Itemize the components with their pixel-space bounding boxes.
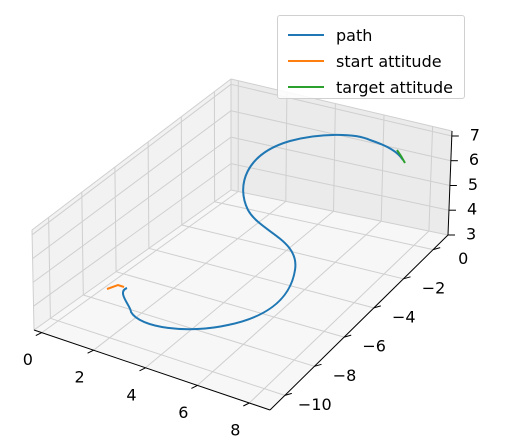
grid-y-wall-4 (81, 192, 84, 296)
tick-labels: 0 2 4 6 8 0 −2 −4 −6 −8−10 3 4 5 6 7 (23, 126, 480, 440)
tick-label-z-2: 5 (468, 175, 478, 194)
grid-z-back-0 (230, 189, 449, 236)
grid-y-wall-3 (114, 167, 117, 272)
grid-y-floor-2 (148, 247, 374, 309)
tick-x-4 (243, 402, 250, 407)
tick-label-y-5: −10 (298, 395, 332, 414)
axis-y-line (269, 234, 449, 411)
grid-z-back-1 (230, 163, 450, 211)
grid-z-left-1 (33, 163, 232, 307)
tick-label-y-1: −2 (422, 278, 446, 297)
grid-z-left-2 (32, 136, 232, 283)
grid-y-floor-0 (214, 201, 434, 251)
pane-edge-top-back (230, 78, 453, 132)
pane-floor (34, 190, 448, 410)
axis-lines (33, 130, 453, 411)
tick-x-2 (139, 367, 146, 372)
tick-marks (35, 135, 459, 407)
grid-z-left-3 (32, 110, 232, 260)
tick-y-2 (373, 305, 381, 309)
tick-label-y-4: −8 (333, 366, 357, 385)
pane-edge-top-left (31, 78, 232, 231)
tick-label-x-0: 0 (23, 350, 33, 369)
legend-label-path: path (336, 25, 373, 45)
legend-swatch-start-attitude (288, 60, 324, 62)
grid-y-floor-3 (115, 271, 345, 338)
grid-x-floor-2 (145, 210, 334, 369)
grid-x-back-2 (333, 103, 336, 212)
legend: path start attitude target attitude (277, 15, 465, 99)
tick-y-5 (284, 392, 292, 396)
grid-y-floor-5 (50, 317, 285, 396)
tick-x-3 (191, 384, 198, 389)
grid-x-floor-1 (93, 201, 287, 351)
grid-x-back-4 (428, 126, 434, 232)
tick-label-y-0: 0 (458, 249, 468, 268)
tick-x-1 (87, 349, 94, 354)
legend-label-start-attitude: start attitude (336, 51, 442, 71)
grid-y-floor-4 (83, 294, 315, 367)
tick-label-z-3: 6 (469, 150, 479, 169)
grid-z-left-4 (31, 83, 232, 236)
grid-x-back-1 (285, 92, 288, 202)
series-target-attitude-line (396, 149, 406, 164)
tick-x-0 (35, 332, 43, 337)
grid-x-floor-4 (248, 230, 430, 404)
tick-label-z-4: 7 (470, 126, 480, 145)
grid-x-floor-3 (197, 220, 382, 386)
legend-swatch-path (288, 34, 324, 36)
axis-x-line (33, 329, 271, 411)
legend-item-path: path (288, 25, 372, 45)
tick-label-z-0: 3 (466, 225, 476, 244)
tick-label-z-1: 4 (467, 200, 477, 219)
tick-label-x-3: 6 (178, 403, 188, 422)
legend-item-start-attitude: start attitude (288, 51, 442, 71)
axis-z-line (447, 130, 453, 236)
series-path-line (121, 133, 404, 331)
series-start-attitude-line (106, 283, 125, 290)
grid-z-left-0 (33, 189, 232, 331)
tick-y-3 (344, 334, 352, 338)
tick-y-1 (403, 276, 411, 280)
pane-edge-left (31, 229, 35, 331)
legend-swatch-target-attitude (288, 86, 324, 88)
grid-z-back-2 (230, 136, 451, 186)
grid-x-floor-0 (41, 191, 239, 334)
tick-label-y-2: −4 (392, 307, 416, 326)
tick-label-x-1: 2 (75, 368, 85, 387)
grid-z-back-4 (230, 83, 452, 137)
legend-label-target-attitude: target attitude (336, 77, 453, 97)
tick-label-x-2: 4 (126, 385, 136, 404)
tick-label-x-4: 8 (230, 421, 240, 440)
tick-y-0 (433, 247, 441, 251)
grid-y-wall-1 (180, 116, 183, 226)
grid-y-wall-2 (147, 141, 150, 249)
grid-x-back-3 (380, 114, 385, 222)
grid-y-wall-5 (48, 217, 51, 319)
tick-y-4 (314, 363, 322, 367)
legend-item-target-attitude: target attitude (288, 77, 453, 97)
tick-label-y-3: −6 (362, 337, 386, 356)
